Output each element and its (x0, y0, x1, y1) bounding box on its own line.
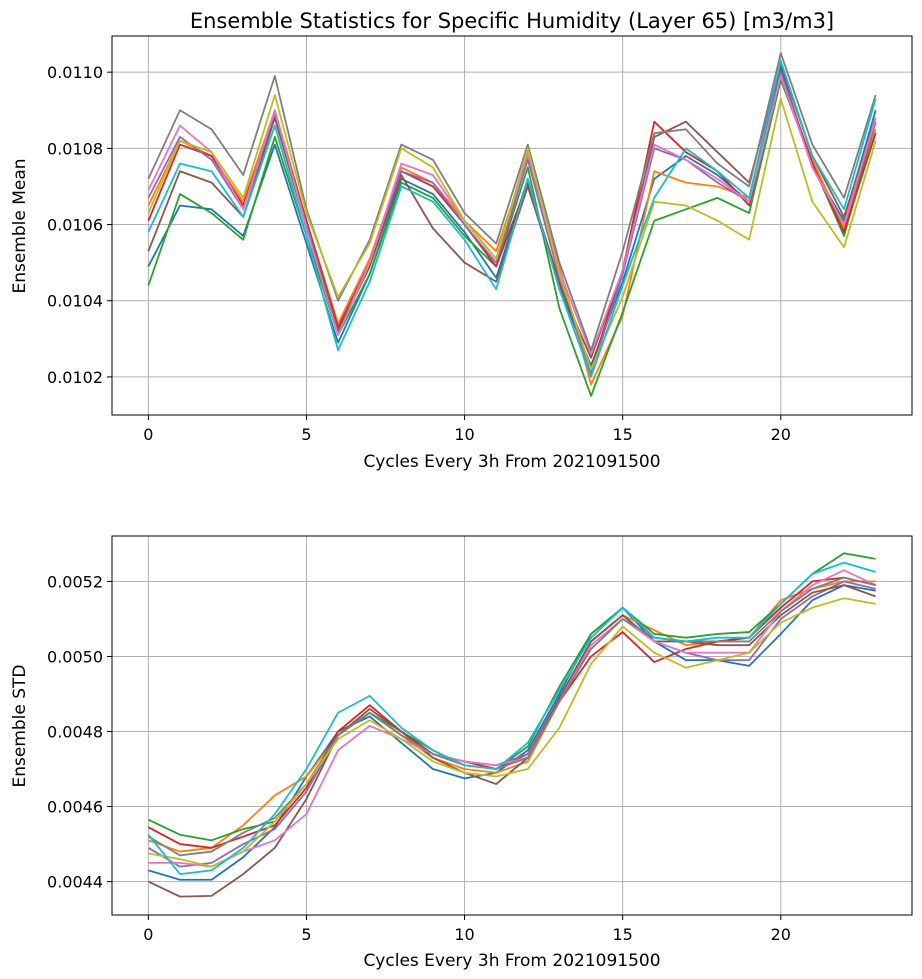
std-y-tick-label: 0.0046 (47, 798, 103, 817)
mean-y-tick-label: 0.0104 (47, 292, 103, 311)
std-series-7 (148, 569, 877, 868)
std-series-6 (147, 584, 876, 898)
std-y-axis-label: Ensemble STD (10, 664, 30, 787)
std-y-tick-label: 0.0044 (47, 873, 103, 892)
std-axes: 0 5 10 15 20 0.0044 0.0046 0.0048 0.0050 0.0052 (47, 535, 913, 944)
mean-y-tick-label: 0.0102 (47, 368, 103, 387)
std-x-tick-label: 20 (771, 925, 791, 944)
mean-x-tick-label: 0 (143, 425, 153, 444)
std-y-tick-label: 0.0052 (47, 572, 103, 591)
std-plot-frame (111, 535, 913, 916)
mean-x-tick-label: 10 (454, 425, 474, 444)
mean-series-10 (147, 59, 877, 378)
std-x-tick-label: 10 (454, 925, 474, 944)
mean-y-tick-label: 0.0106 (47, 216, 103, 235)
mean-y-tick-label: 0.0108 (47, 139, 103, 158)
std-y-tick-label: 0.0050 (47, 647, 103, 666)
std-x-axis-label: Cycles Every 3h From 2021091500 (363, 951, 660, 971)
std-x-tick-label: 15 (612, 925, 632, 944)
mean-plot-frame (111, 35, 913, 416)
mean-series-8 (147, 52, 877, 352)
mean-axes: 0 5 10 15 20 0.0102 0.0104 0.0106 0.0108 0.0110 (47, 35, 913, 444)
mean-y-tick-label: 0.0110 (47, 63, 103, 82)
mean-series-9 (147, 94, 877, 371)
chart-title: Ensemble Statistics for Specific Humidit… (190, 9, 834, 33)
std-series-9 (148, 597, 876, 868)
std-series-3 (147, 552, 876, 842)
std-series-10 (147, 561, 876, 875)
mean-x-tick-label: 20 (771, 425, 791, 444)
mean-y-axis-label: Ensemble Mean (10, 158, 30, 293)
std-series-5 (147, 580, 876, 868)
mean-x-tick-label: 5 (301, 425, 311, 444)
mean-x-axis-label: Cycles Every 3h From 2021091500 (363, 452, 660, 472)
std-x-tick-label: 5 (301, 925, 311, 944)
mean-series-3 (147, 78, 877, 397)
std-y-tick-label: 0.0048 (47, 723, 103, 742)
std-x-tick-label: 0 (143, 925, 153, 944)
mean-x-tick-label: 15 (612, 425, 632, 444)
